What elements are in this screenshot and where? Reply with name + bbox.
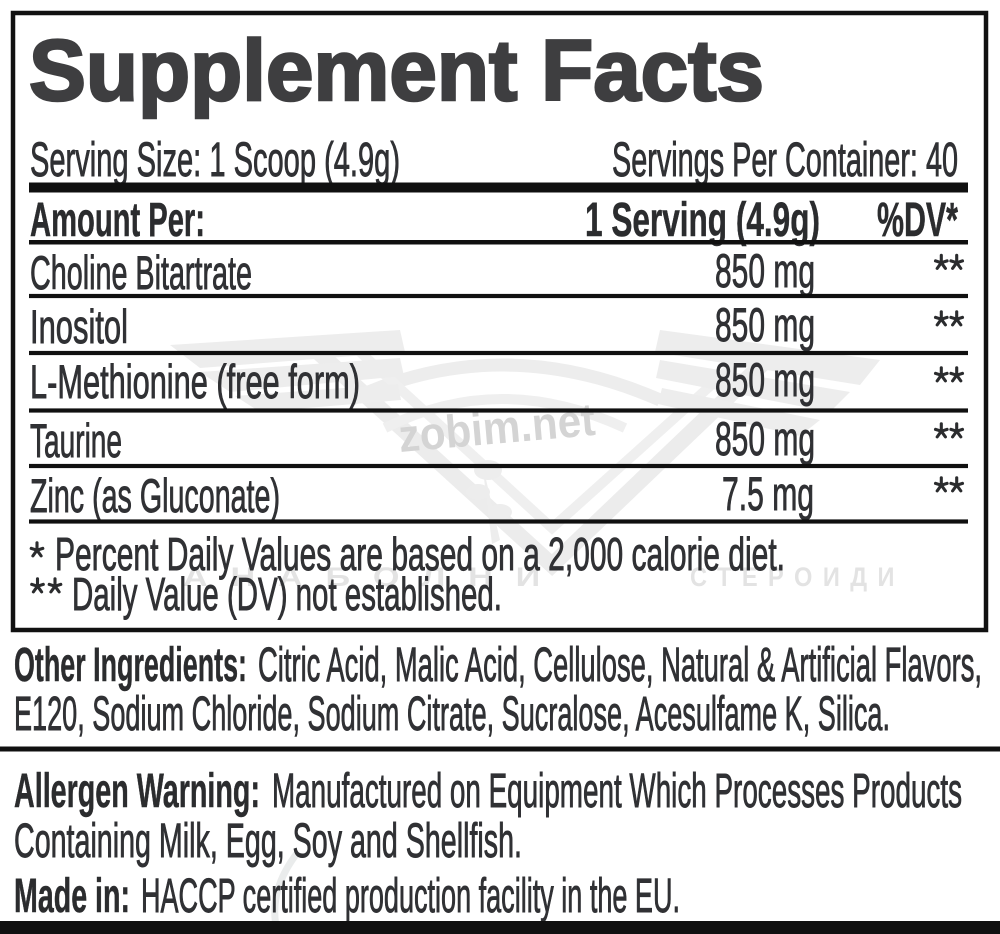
svg-text:850 mg: 850 mg	[715, 244, 815, 297]
svg-text:1 Serving (4.9g): 1 Serving (4.9g)	[585, 194, 820, 247]
svg-text:СТЕРОИДИ: СТЕРОИДИ	[690, 562, 905, 592]
svg-text:Servings Per Container: 40: Servings Per Container: 40	[612, 134, 958, 187]
svg-text:АНАБОЛНИ: АНАБОЛНИ	[183, 562, 563, 592]
svg-text:Other Ingredients:: Other Ingredients:	[14, 639, 247, 692]
svg-text:Taurine: Taurine	[30, 414, 122, 467]
svg-text:850 mg: 850 mg	[715, 412, 815, 465]
svg-text:Serving Size: 1 Scoop (4.9g): Serving Size: 1 Scoop (4.9g)	[30, 134, 400, 187]
svg-text:Citric Acid, Malic Acid, Cellu: Citric Acid, Malic Acid, Cellulose, Natu…	[258, 639, 982, 692]
svg-text:850 mg: 850 mg	[715, 298, 815, 351]
svg-text:Daily Value (DV) not establish: Daily Value (DV) not established.	[72, 568, 502, 620]
svg-text:E120, Sodium Chloride, Sodium: E120, Sodium Chloride, Sodium Citrate, S…	[14, 688, 890, 741]
svg-text:Zinc (as Gluconate): Zinc (as Gluconate)	[30, 469, 280, 522]
svg-text:Percent Daily Values are based: Percent Daily Values are based on a 2,00…	[55, 528, 785, 580]
svg-text:Inositol: Inositol	[30, 300, 128, 353]
svg-text:Choline Bitartrate: Choline Bitartrate	[30, 246, 252, 299]
svg-text:Allergen Warning:: Allergen Warning:	[14, 765, 260, 818]
svg-text:Manufactured on Equipment Whic: Manufactured on Equipment Which Processe…	[272, 765, 962, 818]
svg-text:HACCP certified production fac: HACCP certified production facility in t…	[141, 870, 680, 923]
svg-text:Containing Milk, Egg, Soy and: Containing Milk, Egg, Soy and Shellfish.	[14, 815, 522, 868]
svg-text:Amount Per:: Amount Per:	[30, 194, 205, 247]
svg-text:7.5 mg: 7.5 mg	[722, 467, 814, 520]
svg-text:%DV*: %DV*	[877, 194, 958, 247]
svg-text:Made in:: Made in:	[14, 870, 130, 923]
svg-text:L-Methionine (free form): L-Methionine (free form)	[30, 355, 360, 408]
svg-text:Supplement Facts: Supplement Facts	[29, 23, 764, 119]
svg-text:850 mg: 850 mg	[715, 353, 815, 406]
